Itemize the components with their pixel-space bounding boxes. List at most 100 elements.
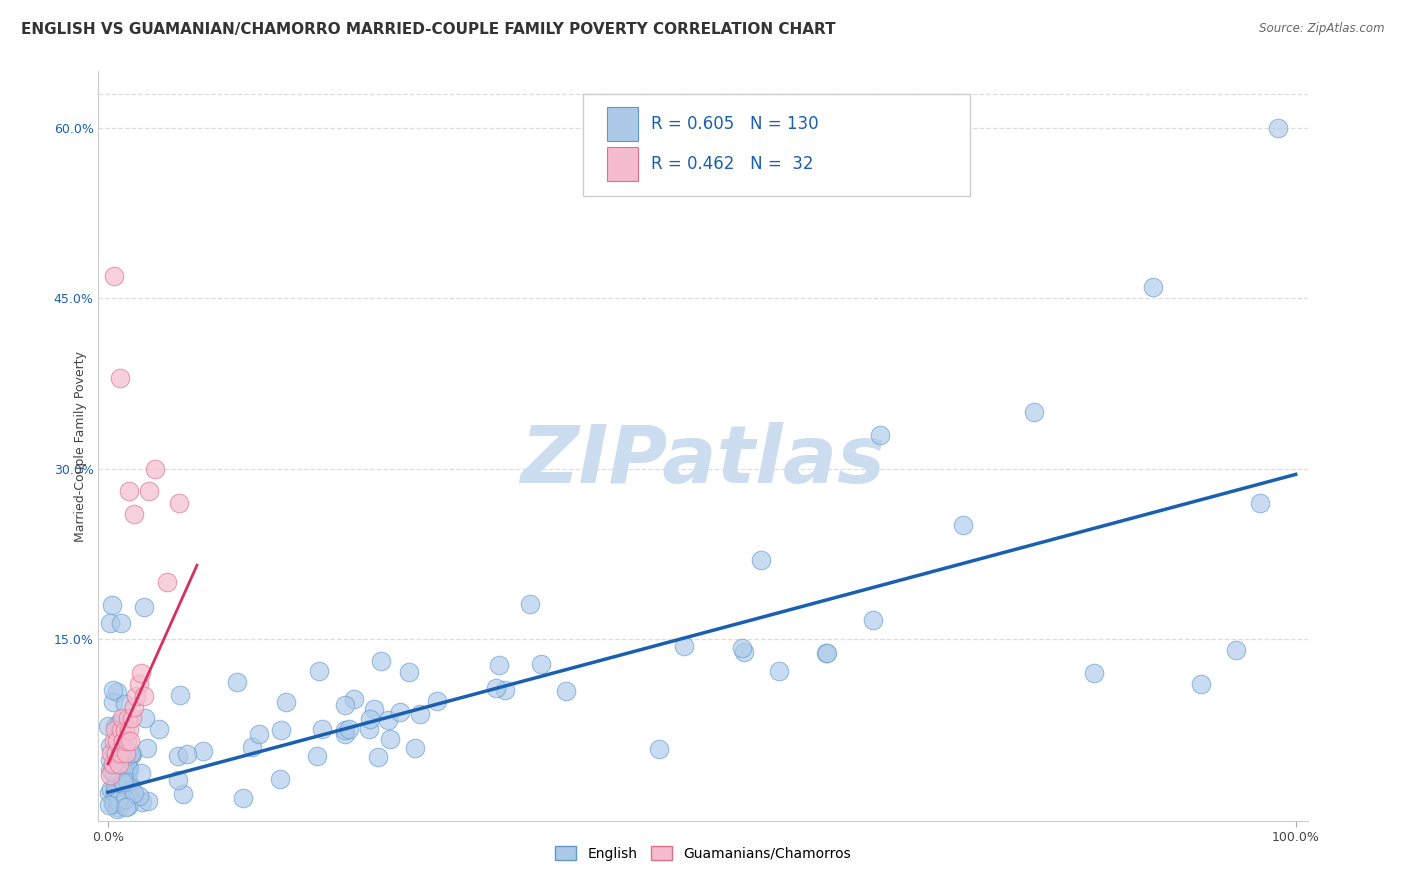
Point [131,795,153,809]
Point [117,761,139,775]
Point [101,756,124,771]
Point [107,802,129,816]
Point [112,764,135,779]
Point [110,769,132,783]
Point [1083,666,1105,681]
Point [308,665,330,679]
Point [120,748,142,763]
Point [276,695,298,709]
Point [107,765,129,780]
Point [333,726,356,740]
Point [733,645,755,659]
Point [108,791,131,805]
Point [167,496,190,510]
Point [107,717,129,731]
Point [121,747,143,761]
Point [1024,405,1046,419]
Point [103,765,125,780]
Point [370,655,392,669]
Point [814,646,837,660]
Point [98,786,121,800]
Point [98,753,121,767]
Text: Source: ZipAtlas.com: Source: ZipAtlas.com [1260,22,1385,36]
Point [105,746,128,760]
Point [136,794,159,808]
Point [359,722,381,736]
Point [378,731,401,746]
Point [117,711,139,725]
Point [519,597,541,611]
Point [672,639,695,653]
Point [104,780,127,794]
Point [389,706,412,720]
Point [110,761,132,775]
Point [129,666,152,681]
Point [112,777,135,791]
Point [120,779,142,793]
Point [100,764,122,778]
Point [749,552,772,566]
Point [111,728,134,742]
Point [104,752,127,766]
Point [270,723,292,737]
Point [132,689,155,703]
Point [114,765,136,780]
Point [120,783,142,797]
Point [1267,121,1289,136]
Point [110,615,132,630]
Point [100,598,122,612]
Point [226,675,249,690]
Point [98,768,121,782]
Point [117,798,139,813]
Point [97,719,120,733]
Point [107,734,129,748]
Point [122,786,145,800]
Point [128,789,150,803]
Point [1249,496,1271,510]
Point [101,794,124,808]
Point [426,694,449,708]
Text: R = 0.605   N = 130: R = 0.605 N = 130 [651,115,818,133]
Point [122,700,145,714]
Point [148,722,170,736]
Point [118,723,141,737]
Point [98,797,121,812]
Point [363,702,385,716]
Point [108,714,131,729]
Point [112,774,135,789]
Point [869,427,891,442]
Point [108,746,131,760]
Point [343,692,366,706]
Text: R = 0.462   N =  32: R = 0.462 N = 32 [651,155,814,173]
Point [101,797,124,812]
Point [240,739,263,754]
Point [117,775,139,789]
Point [120,782,142,797]
Point [112,734,135,748]
Point [167,748,190,763]
Point [110,723,132,737]
Point [105,684,128,698]
Point [107,794,129,808]
Point [167,772,190,787]
Point [101,695,124,709]
Point [404,741,426,756]
Point [232,791,254,805]
Point [107,782,129,797]
Point [114,792,136,806]
Point [134,711,156,725]
Point [269,772,291,786]
Point [114,723,136,737]
Point [815,647,838,661]
Point [530,657,553,671]
Point [120,746,142,760]
Point [494,683,516,698]
Point [98,763,121,777]
Point [114,800,136,814]
Point [117,765,139,780]
Point [129,766,152,780]
Point [554,684,576,698]
Point [1142,280,1164,294]
Point [191,744,214,758]
Point [100,782,122,797]
